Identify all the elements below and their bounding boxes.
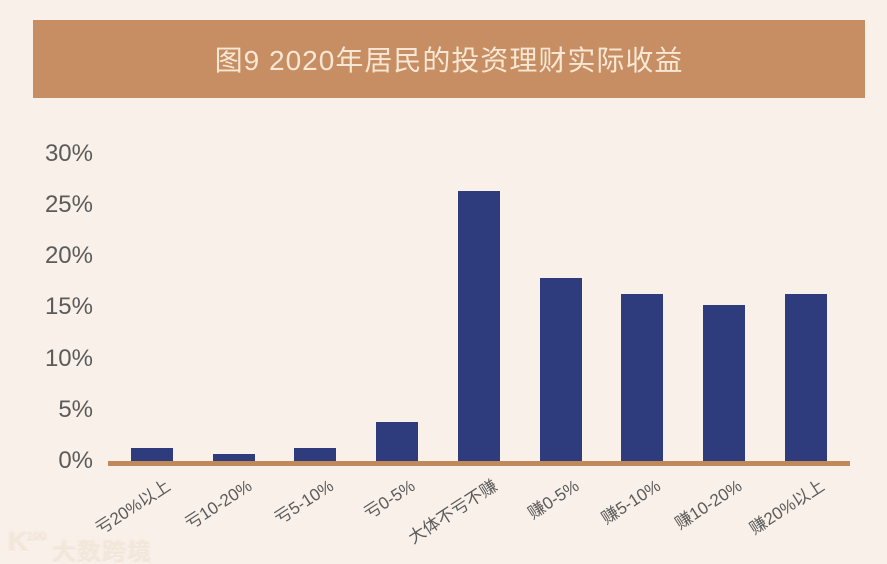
- y-axis-tick-label: 25%: [44, 191, 93, 219]
- x-axis-label: 赚0-5%: [524, 476, 583, 523]
- x-axis-label: 亏5-10%: [271, 476, 338, 529]
- y-axis-tick-label: 20%: [44, 242, 93, 270]
- bar-赚5-10%: [621, 294, 664, 465]
- bar-赚0-5%: [539, 277, 582, 465]
- x-axis-label: 赚5-10%: [598, 476, 664, 529]
- x-axis-label: 大体不亏不赚: [404, 476, 501, 548]
- watermark-brand-text: 大数跨境: [52, 539, 153, 564]
- y-axis-tick-label: 30%: [44, 140, 93, 168]
- y-axis-tick-label: 10%: [44, 344, 93, 372]
- x-axis-label: 赚20%以上: [745, 476, 828, 539]
- bar-大体不亏不赚: [457, 190, 500, 465]
- title-banner: 图9 2020年居民的投资理财实际收益: [33, 20, 865, 98]
- bar-赚20%以上: [784, 294, 827, 465]
- bar-亏0-5%: [376, 421, 419, 465]
- x-axis-label: 亏0-5%: [361, 476, 419, 523]
- y-axis-tick-label: 0%: [58, 446, 93, 474]
- chart-title: 图9 2020年居民的投资理财实际收益: [214, 45, 684, 76]
- y-axis-tick-label: 5%: [58, 395, 93, 423]
- bar-赚10-20%: [702, 305, 745, 465]
- y-axis-tick-label: 15%: [44, 293, 93, 321]
- watermark: K100 大数跨境: [8, 529, 153, 564]
- k100-logo-icon: K100: [8, 527, 47, 557]
- bar-亏5-10%: [294, 448, 337, 465]
- x-axis-label: 亏10-20%: [181, 476, 256, 534]
- bar-亏10-20%: [212, 453, 255, 465]
- x-axis-label: 赚10-20%: [671, 476, 746, 534]
- x-axis-line: [108, 461, 850, 466]
- bar-亏20%以上: [131, 448, 173, 465]
